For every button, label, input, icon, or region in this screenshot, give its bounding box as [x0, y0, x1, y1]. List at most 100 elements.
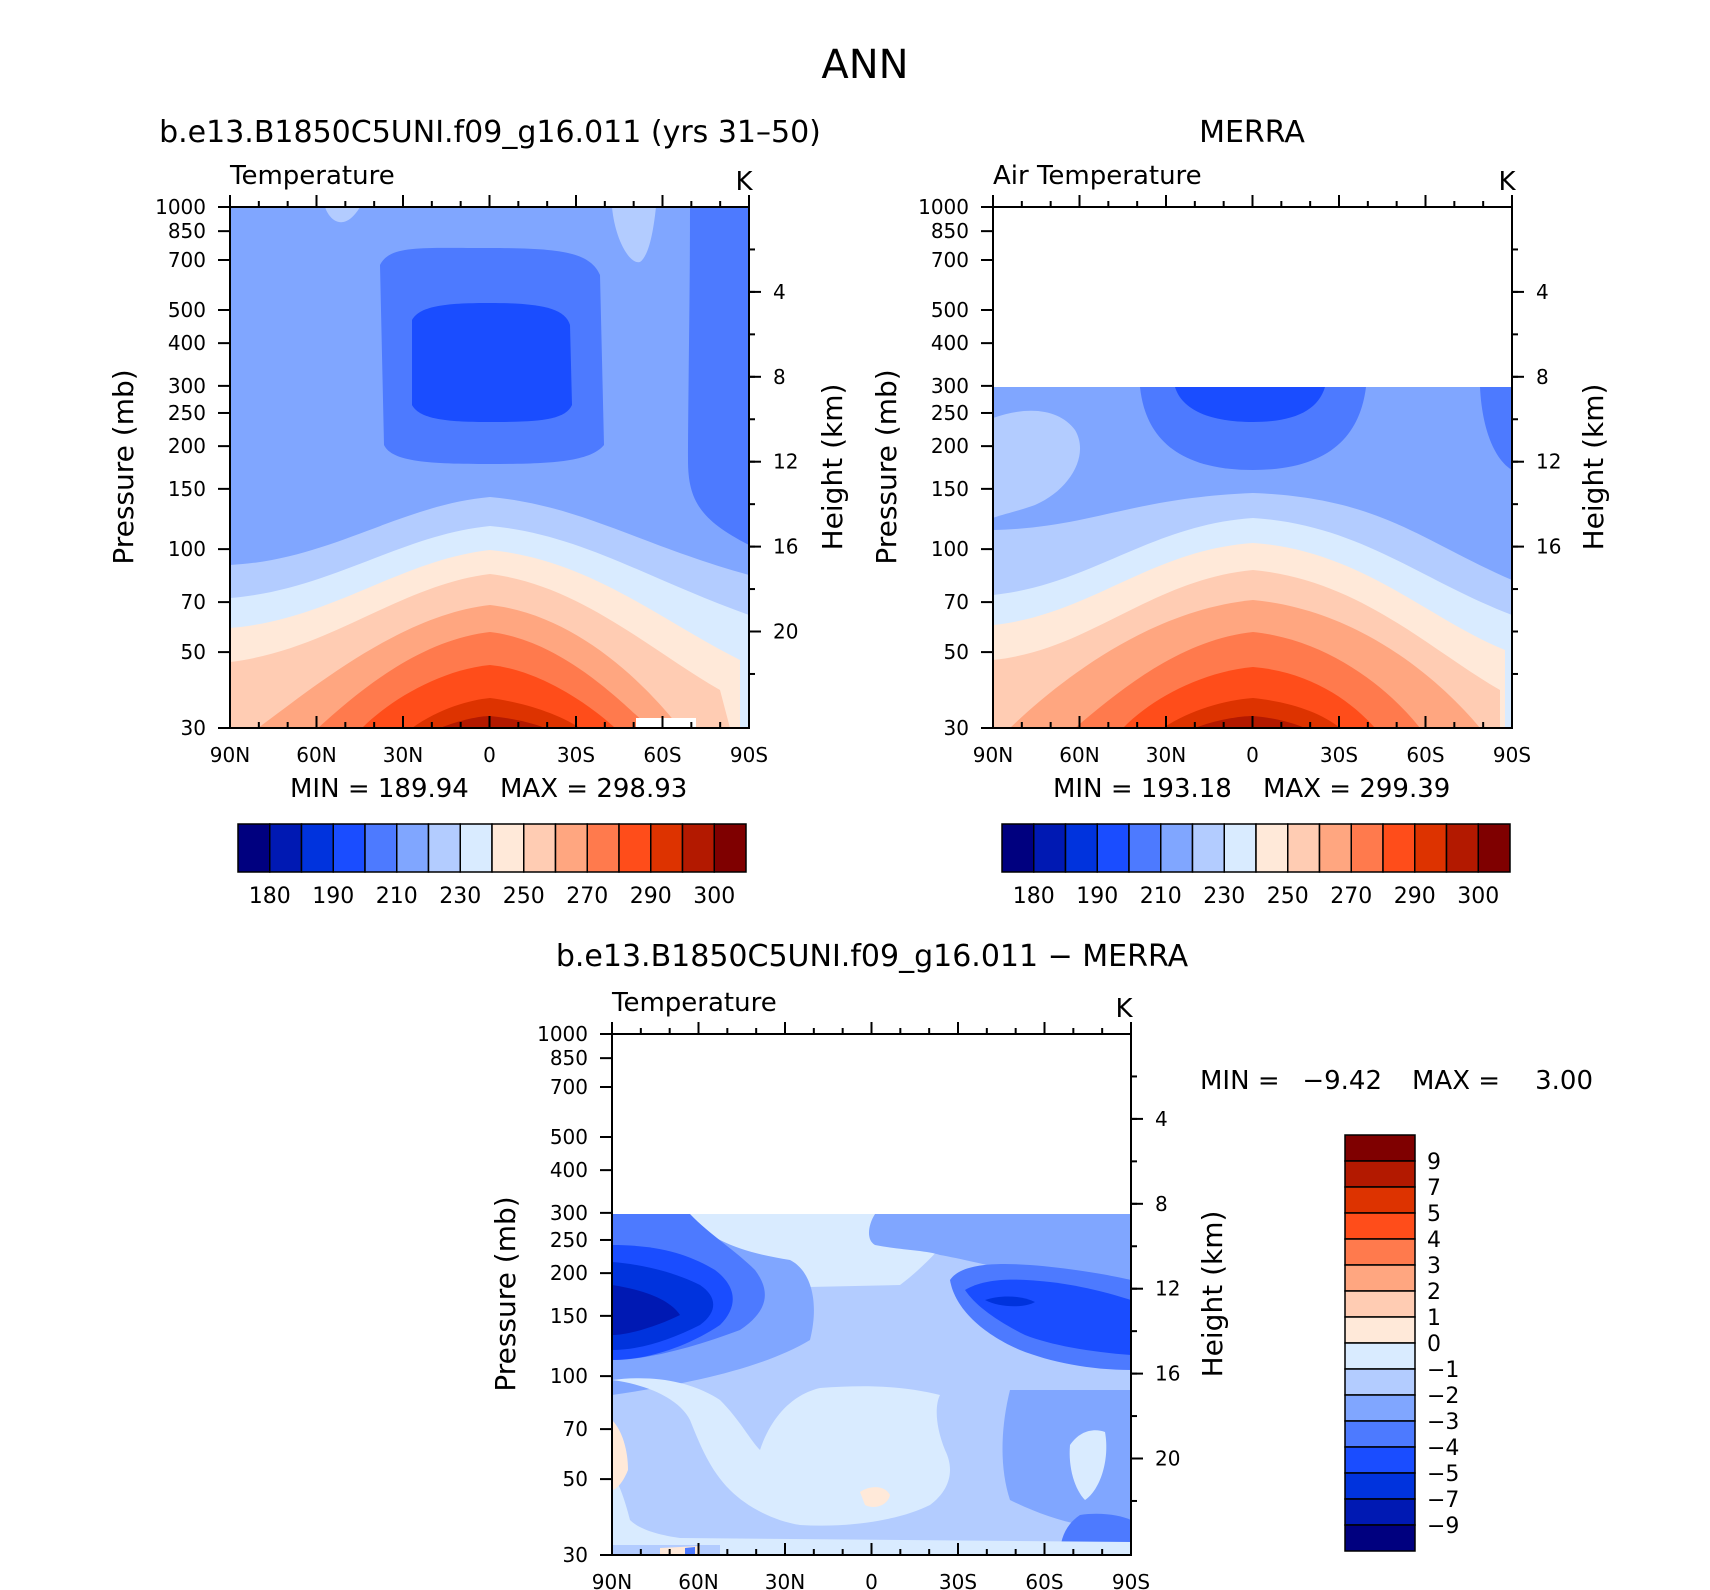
y-tick-label: 200: [168, 434, 206, 458]
y-tick-label: 70: [181, 590, 206, 614]
colorbar-box: [1344, 1420, 1416, 1448]
x-tick-label: 30N: [383, 743, 423, 767]
x-tick-label: 60N: [678, 1570, 718, 1590]
colorbar-box: [491, 823, 525, 873]
panel-obs-axes: 90N 60N 30N 0 30S 60S 90S 30 50 70 100 150 200 250 300…: [918, 195, 1561, 767]
colorbar-box: [1344, 1134, 1416, 1162]
colorbar-box: [1191, 823, 1225, 873]
y-tick-label: 30: [563, 1543, 588, 1567]
colorbar-box: [1001, 823, 1035, 873]
colorbar-box: [1344, 1342, 1416, 1370]
y2-tick-label: 8: [1155, 1192, 1168, 1216]
colorbar-label: −3: [1427, 1410, 1459, 1435]
colorbar-box: [269, 823, 303, 873]
colorbar-label: 210: [376, 884, 418, 909]
y-tick-label: 1000: [537, 1022, 588, 1046]
y2-tick-label: 4: [773, 280, 786, 304]
colorbar-box: [1287, 823, 1321, 873]
colorbar-label: 290: [1394, 884, 1436, 909]
y2-tick-label: 8: [773, 365, 786, 389]
colorbar-box: [332, 823, 366, 873]
colorbar-label: 5: [1427, 1202, 1441, 1227]
colorbar-box: [1344, 1290, 1416, 1318]
colorbar-box: [1096, 823, 1130, 873]
colorbar-label: −7: [1427, 1488, 1459, 1513]
colorbar-box: [459, 823, 493, 873]
y-tick-label: 30: [944, 716, 969, 740]
y-tick-label: 100: [931, 537, 969, 561]
x-tick-label: 30N: [1146, 743, 1186, 767]
colorbar-label: 3: [1427, 1254, 1441, 1279]
x-tick-label: 30S: [1320, 743, 1358, 767]
colorbar-label: −9: [1427, 1514, 1459, 1539]
colorbar-box: [300, 823, 334, 873]
colorbar-label: 270: [1330, 884, 1372, 909]
panel-diff-min-value: −9.42: [1302, 1066, 1382, 1096]
y-tick-label: 50: [181, 640, 206, 664]
x-tick-label: 90S: [730, 743, 768, 767]
panel-obs-units: K: [1498, 167, 1516, 197]
x-tick-label: 60N: [296, 743, 336, 767]
y-tick-label: 400: [550, 1158, 588, 1182]
colorbar-box: [1344, 1394, 1416, 1422]
colorbar-label: −5: [1427, 1462, 1459, 1487]
y2-tick-label: 4: [1155, 1107, 1168, 1131]
panel-diff-contours: [612, 1214, 1131, 1555]
colorbar-label: 180: [1013, 884, 1055, 909]
panel-diff-max-label: MAX =: [1412, 1066, 1500, 1096]
colorbar-box: [1344, 1524, 1416, 1552]
y-tick-label: 250: [931, 401, 969, 425]
y-tick-label: 300: [168, 374, 206, 398]
y2-tick-label: 16: [1536, 535, 1561, 559]
x-tick-label: 90N: [973, 743, 1013, 767]
colorbar-box: [396, 823, 430, 873]
x-tick-label: 90S: [1493, 743, 1531, 767]
colorbar-box: [618, 823, 652, 873]
panel-diff-subtitle: Temperature: [611, 988, 777, 1018]
x-tick-label: 0: [865, 1570, 878, 1590]
colorbar-box: [586, 823, 620, 873]
panel-obs: MERRA Air Temperature K 90N 60N 30N 0 30S 60S…: [870, 115, 1610, 909]
y-tick-label: 1000: [918, 195, 969, 219]
colorbar-box: [237, 823, 271, 873]
colorbar-label: −4: [1427, 1436, 1459, 1461]
y2-tick-label: 16: [773, 535, 798, 559]
colorbar-box: [1255, 823, 1289, 873]
y-tick-label: 500: [931, 298, 969, 322]
panel-diff-units: K: [1115, 994, 1133, 1024]
x-tick-label: 60S: [1025, 1570, 1063, 1590]
colorbar-label: 2: [1427, 1280, 1441, 1305]
colorbar-label: 190: [312, 884, 354, 909]
y2-tick-label: 12: [1155, 1277, 1180, 1301]
colorbar-box: [1344, 1368, 1416, 1396]
colorbar-box: [1382, 823, 1416, 873]
y-tick-label: 500: [168, 298, 206, 322]
y-tick-label: 70: [944, 590, 969, 614]
panel-obs-ylabel: Pressure (mb): [870, 369, 903, 564]
panel-obs-subtitle: Air Temperature: [993, 161, 1202, 191]
colorbar-box: [1344, 1446, 1416, 1474]
colorbar-box: [1128, 823, 1162, 873]
panel-obs-min-label: MIN = 193.18: [1053, 774, 1232, 804]
y-tick-label: 200: [550, 1261, 588, 1285]
x-tick-label: 90S: [1112, 1570, 1150, 1590]
y-tick-label: 150: [550, 1304, 588, 1328]
colorbar-label: 7: [1427, 1176, 1441, 1201]
colorbar-label: 1: [1427, 1306, 1441, 1331]
colorbar-label: 180: [249, 884, 291, 909]
colorbar-label: 250: [503, 884, 545, 909]
colorbar-label: 270: [566, 884, 608, 909]
x-tick-label: 30N: [765, 1570, 805, 1590]
panel-diff-axes: 90N 60N 30N 0 30S 60S 90S 30 50 70 100 150 200 250 300…: [537, 1022, 1180, 1590]
panel-model-max-label: MAX = 298.93: [500, 774, 687, 804]
panel-obs-title: MERRA: [1199, 115, 1305, 150]
y-tick-label: 300: [931, 374, 969, 398]
colorbar-label: −2: [1427, 1384, 1459, 1409]
panel-obs-y2label: Height (km): [1577, 384, 1610, 551]
colorbar-label: −1: [1427, 1358, 1459, 1383]
panel-model-title: b.e13.B1850C5UNI.f09_g16.011 (yrs 31–50): [159, 115, 821, 150]
y-tick-label: 50: [563, 1467, 588, 1491]
y-tick-label: 850: [931, 219, 969, 243]
colorbar-label: 300: [1457, 884, 1499, 909]
x-tick-label: 0: [483, 743, 496, 767]
